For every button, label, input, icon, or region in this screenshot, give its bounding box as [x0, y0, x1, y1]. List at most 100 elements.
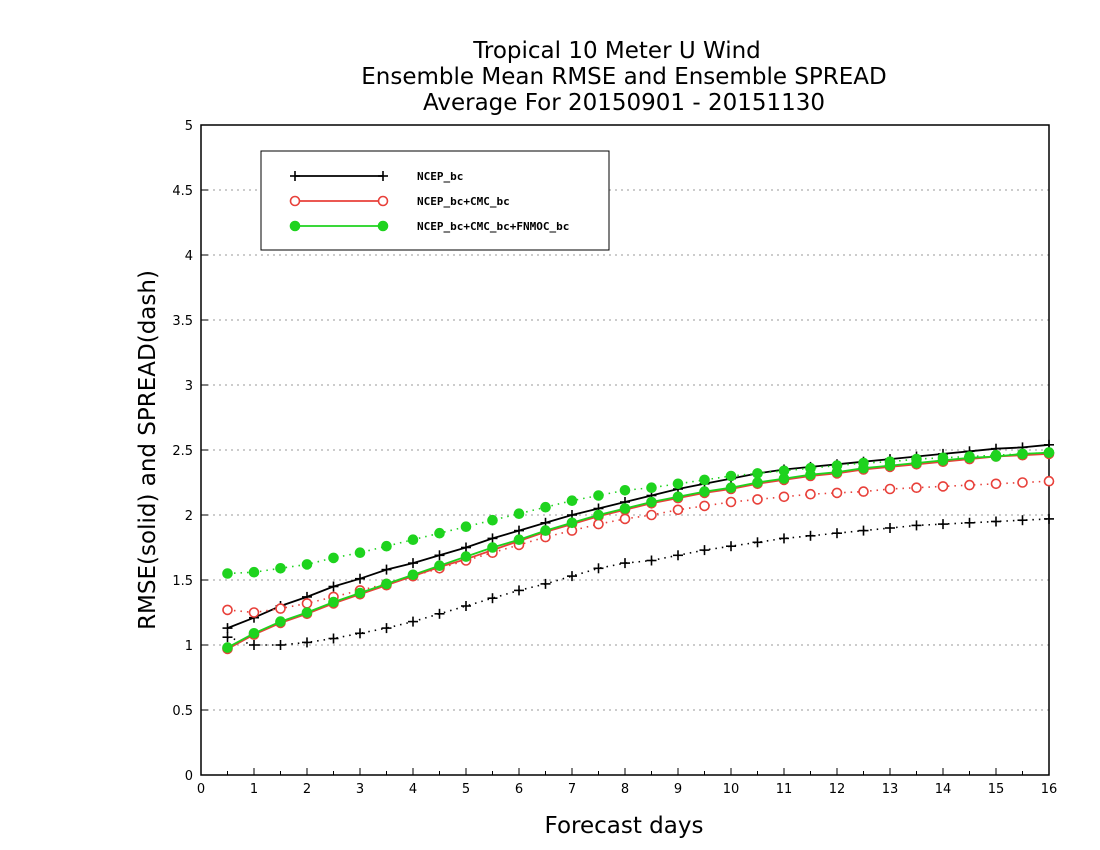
- series-2-spread-point: [990, 478, 1002, 490]
- series-3-spread-point: [964, 451, 975, 462]
- series-3-spread-line: [227, 451, 1050, 575]
- series-1-rmse-point: [222, 623, 233, 634]
- x-tick-label-15: 15: [988, 782, 1005, 797]
- series-1-spread-point: [858, 525, 869, 536]
- series-3-spread-point: [725, 470, 737, 482]
- x-tick-label-2: 2: [303, 782, 311, 797]
- legend: NCEP_bc NCEP_bc+CMC_bc NCEP_bc+CMC_bc+FNMO…: [260, 150, 610, 251]
- series-3-spread-point: [593, 490, 604, 501]
- series-3-spread-point: [513, 508, 525, 520]
- series-1-rmse-point: [434, 550, 445, 561]
- series-1-spread-point: [434, 608, 445, 619]
- series-1-spread-point: [275, 640, 286, 650]
- series-1-spread-point: [249, 640, 259, 650]
- y-tick-label-4.5: 4.5: [172, 184, 193, 199]
- x-tick-label-10: 10: [723, 782, 740, 797]
- series-1-spread-point: [487, 593, 498, 604]
- series-1-spread-point: [408, 616, 418, 627]
- series-3-rmse-point: [725, 482, 737, 494]
- series-1-rmse-point: [461, 542, 471, 553]
- series-1-rmse-point: [514, 525, 524, 536]
- series-3-rmse-point: [672, 491, 684, 503]
- series-3-spread-point: [884, 456, 896, 468]
- series-2-spread-point: [805, 488, 816, 500]
- series-2-rmse-line: [227, 453, 1050, 650]
- y-tick-label-2.5: 2.5: [172, 444, 193, 459]
- series-3-rmse-point: [381, 578, 392, 590]
- legend-entry-3: NCEP_bc+CMC_bc+FNMOC_bc: [289, 220, 569, 233]
- legend-entry-1: NCEP_bc: [290, 170, 463, 183]
- series-3-spread-point: [407, 534, 419, 546]
- series-3-rmse-point: [328, 596, 339, 608]
- x-axis-label: Forecast days: [545, 813, 704, 839]
- series-1-spread-point: [964, 517, 975, 528]
- series-2-spread-line: [227, 480, 1050, 614]
- series-3-spread-point: [381, 540, 392, 552]
- series-2-spread-point: [911, 482, 922, 494]
- y-tick-label-2: 2: [185, 509, 193, 524]
- series-2-spread-point: [222, 604, 233, 616]
- series-3-spread-point: [646, 482, 657, 494]
- x-tick-label-1: 1: [250, 782, 258, 797]
- series-2-spread-point: [619, 513, 631, 525]
- y-tick-label-1.5: 1.5: [172, 574, 193, 589]
- series-3-rmse-point: [619, 503, 631, 514]
- x-tick-label-5: 5: [462, 782, 470, 797]
- x-tick-label-0: 0: [197, 782, 205, 797]
- title-line-2: Ensemble Mean RMSE and Ensemble SPREAD: [361, 64, 886, 90]
- y-tick-label-3: 3: [185, 379, 193, 394]
- series-3-spread-point: [619, 485, 631, 496]
- series-1-spread-point: [540, 578, 551, 589]
- series-3-spread-point: [672, 478, 684, 490]
- series-2-spread-point: [964, 479, 975, 491]
- x-tick-label-13: 13: [882, 782, 899, 797]
- series-1-spread-point: [938, 519, 948, 530]
- x-tick-label-14: 14: [935, 782, 952, 797]
- series-2-spread-point: [301, 598, 313, 609]
- series-1-spread-point: [779, 533, 789, 544]
- series-3-rmse-point: [540, 525, 551, 536]
- series-1-spread-point: [461, 601, 471, 611]
- series-1-spread-point: [885, 523, 895, 533]
- title-line-3: Average For 20150901 - 20151130: [423, 90, 825, 116]
- series-3-spread-point: [699, 474, 710, 486]
- series-3-rmse-point: [646, 496, 657, 508]
- series-3-spread-point: [222, 568, 233, 579]
- series-1-spread-point: [805, 530, 816, 541]
- y-tick-label-4: 4: [185, 249, 193, 264]
- series-2-spread-point: [1043, 475, 1055, 487]
- series-3-rmse-point: [407, 569, 419, 581]
- series-2-spread-point: [275, 603, 286, 614]
- series-1-spread-point: [832, 528, 842, 539]
- series-1-spread-point: [991, 516, 1001, 527]
- series-3-rmse-point: [275, 616, 286, 627]
- series-2-spread-point: [1017, 477, 1028, 488]
- legend-label-3: NCEP_bc+CMC_bc+FNMOC_bc: [417, 220, 569, 233]
- series-3-rmse-point: [222, 642, 233, 653]
- y-tick-label-3.5: 3.5: [172, 314, 193, 329]
- series-2-spread-point: [884, 483, 896, 495]
- series-3-rmse-point: [487, 542, 498, 553]
- series-1-spread-point: [328, 633, 339, 644]
- series-3-rmse-line: [227, 451, 1050, 649]
- series-3-spread-point: [831, 460, 843, 471]
- series-3-spread-point: [1017, 448, 1028, 460]
- chart-title: Tropical 10 Meter U Wind Ensemble Mean R…: [361, 38, 886, 116]
- series-1-spread-point: [302, 637, 312, 648]
- series-1-spread-point: [381, 623, 392, 634]
- series-3-spread-point: [1043, 447, 1055, 458]
- series-3-spread-point: [460, 521, 472, 533]
- series-3-rmse-point: [354, 587, 366, 599]
- series-1-rmse-point: [355, 573, 365, 584]
- series-3-rmse-point: [434, 560, 445, 572]
- series-3-rmse-point: [699, 486, 710, 497]
- series-3-spread-point: [301, 559, 313, 570]
- series-1-spread-point: [514, 585, 524, 596]
- series-3-spread-point: [354, 547, 366, 559]
- y-tick-label-5: 5: [185, 119, 193, 134]
- legend-label-2: NCEP_bc+CMC_bc: [417, 195, 510, 208]
- legend-marker-right: [377, 220, 389, 232]
- series-2-spread-point: [725, 496, 737, 508]
- series-1: [222, 439, 1054, 650]
